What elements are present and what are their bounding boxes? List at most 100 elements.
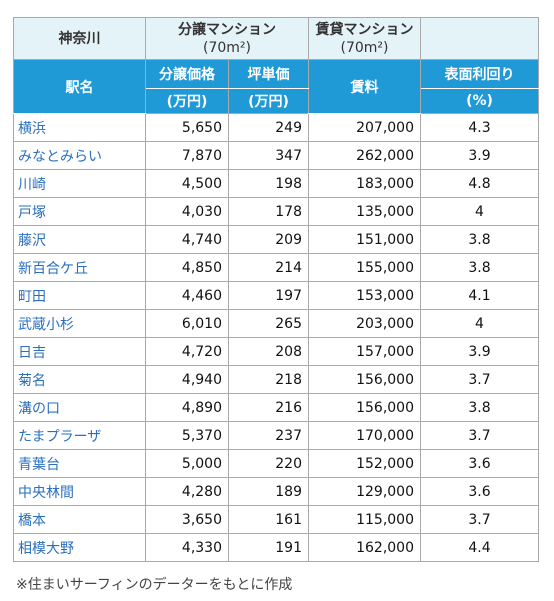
price-cell: 5,650 xyxy=(145,113,229,142)
yield-cell: 4 xyxy=(420,309,539,338)
table-row: みなとみらい 7,870 347 262,000 3.9 xyxy=(13,141,539,170)
price-cell: 4,850 xyxy=(145,253,229,282)
table-row: 相模大野 4,330 191 162,000 4.4 xyxy=(13,533,539,562)
yield-cell: 3.7 xyxy=(420,421,539,450)
station-name: 横浜 xyxy=(13,113,146,142)
footnote: ※住まいサーフィンのデーターをもとに作成 xyxy=(16,577,293,593)
station-name: 戸塚 xyxy=(13,197,146,226)
table-row: 日吉 4,720 208 157,000 3.9 xyxy=(13,337,539,366)
empty-cell xyxy=(420,17,539,60)
station-name: 川崎 xyxy=(13,169,146,198)
station-name: 武蔵小杉 xyxy=(13,309,146,338)
table-row: 青葉台 5,000 220 152,000 3.6 xyxy=(13,449,539,478)
rent-cell: 183,000 xyxy=(308,169,421,198)
yield-cell: 4.4 xyxy=(420,533,539,562)
yield-cell: 3.6 xyxy=(420,477,539,506)
price-cell: 4,720 xyxy=(145,337,229,366)
yield-cell: 3.8 xyxy=(420,393,539,422)
price-cell: 4,500 xyxy=(145,169,229,198)
price-cell: 4,740 xyxy=(145,225,229,254)
rent-cell: 129,000 xyxy=(308,477,421,506)
table-row: 中央林間 4,280 189 129,000 3.6 xyxy=(13,477,539,506)
price-cell: 4,890 xyxy=(145,393,229,422)
price-cell: 7,870 xyxy=(145,141,229,170)
tsubo-cell: 161 xyxy=(228,505,309,534)
station-name: 中央林間 xyxy=(13,477,146,506)
group-header: 賃貸マンション (70m²) xyxy=(308,17,421,60)
station-name: みなとみらい xyxy=(13,141,146,170)
column-header: 賃料 xyxy=(308,59,421,114)
price-cell: 3,650 xyxy=(145,505,229,534)
price-cell: 4,940 xyxy=(145,365,229,394)
yield-cell: 4.1 xyxy=(420,281,539,310)
table-row: 横浜 5,650 249 207,000 4.3 xyxy=(13,113,539,142)
group-title: 分譲マンション xyxy=(178,21,276,38)
yield-cell: 3.9 xyxy=(420,337,539,366)
station-name: 相模大野 xyxy=(13,533,146,562)
column-header: 駅名 xyxy=(13,59,146,114)
tsubo-cell: 191 xyxy=(228,533,309,562)
yield-cell: 4 xyxy=(420,197,539,226)
column-unit: (万円) xyxy=(145,88,229,114)
column-unit: (%) xyxy=(420,88,539,114)
tsubo-cell: 209 xyxy=(228,225,309,254)
station-name: 青葉台 xyxy=(13,449,146,478)
station-name: 藤沢 xyxy=(13,225,146,254)
rent-cell: 157,000 xyxy=(308,337,421,366)
column-header: 坪単価 xyxy=(228,59,309,89)
tsubo-cell: 220 xyxy=(228,449,309,478)
tsubo-cell: 218 xyxy=(228,365,309,394)
price-cell: 5,370 xyxy=(145,421,229,450)
column-header: 表面利回り xyxy=(420,59,539,89)
table-row: 新百合ケ丘 4,850 214 155,000 3.8 xyxy=(13,253,539,282)
tsubo-cell: 216 xyxy=(228,393,309,422)
yield-cell: 3.7 xyxy=(420,365,539,394)
table-row: 菊名 4,940 218 156,000 3.7 xyxy=(13,365,539,394)
rent-cell: 207,000 xyxy=(308,113,421,142)
group-sub: (70m²) xyxy=(340,39,389,56)
region-cell: 神奈川 xyxy=(13,17,146,60)
group-title: 賃貸マンション xyxy=(315,21,414,38)
rent-cell: 152,000 xyxy=(308,449,421,478)
price-cell: 5,000 xyxy=(145,449,229,478)
rent-cell: 162,000 xyxy=(308,533,421,562)
yield-cell: 3.6 xyxy=(420,449,539,478)
yield-cell: 3.7 xyxy=(420,505,539,534)
table-row: 戸塚 4,030 178 135,000 4 xyxy=(13,197,539,226)
tsubo-cell: 265 xyxy=(228,309,309,338)
tsubo-cell: 197 xyxy=(228,281,309,310)
rent-cell: 262,000 xyxy=(308,141,421,170)
group-header: 分譲マンション (70m²) xyxy=(145,17,309,60)
station-name: たまプラーザ xyxy=(13,421,146,450)
station-name: 日吉 xyxy=(13,337,146,366)
rent-cell: 135,000 xyxy=(308,197,421,226)
price-cell: 4,280 xyxy=(145,477,229,506)
column-unit: (万円) xyxy=(228,88,309,114)
rent-cell: 115,000 xyxy=(308,505,421,534)
tsubo-cell: 347 xyxy=(228,141,309,170)
table-row: 武蔵小杉 6,010 265 203,000 4 xyxy=(13,309,539,338)
tsubo-cell: 198 xyxy=(228,169,309,198)
table-row: 藤沢 4,740 209 151,000 3.8 xyxy=(13,225,539,254)
price-cell: 6,010 xyxy=(145,309,229,338)
station-name: 町田 xyxy=(13,281,146,310)
tsubo-cell: 178 xyxy=(228,197,309,226)
tsubo-cell: 237 xyxy=(228,421,309,450)
data-table: 神奈川 分譲マンション (70m²) 賃貸マンション (70m²) 駅名 分譲価格 … xyxy=(13,17,539,562)
yield-cell: 3.8 xyxy=(420,225,539,254)
rent-cell: 203,000 xyxy=(308,309,421,338)
yield-cell: 3.8 xyxy=(420,253,539,282)
station-name: 菊名 xyxy=(13,365,146,394)
tsubo-cell: 208 xyxy=(228,337,309,366)
table-row: 川崎 4,500 198 183,000 4.8 xyxy=(13,169,539,198)
table-row: 町田 4,460 197 153,000 4.1 xyxy=(13,281,539,310)
table-row: 橋本 3,650 161 115,000 3.7 xyxy=(13,505,539,534)
station-name: 新百合ケ丘 xyxy=(13,253,146,282)
yield-cell: 3.9 xyxy=(420,141,539,170)
rent-cell: 156,000 xyxy=(308,393,421,422)
yield-cell: 4.3 xyxy=(420,113,539,142)
rent-cell: 151,000 xyxy=(308,225,421,254)
rent-cell: 156,000 xyxy=(308,365,421,394)
table-row: 溝の口 4,890 216 156,000 3.8 xyxy=(13,393,539,422)
